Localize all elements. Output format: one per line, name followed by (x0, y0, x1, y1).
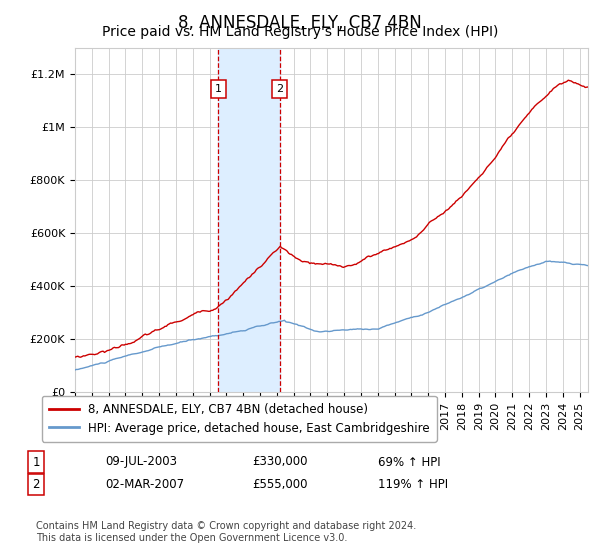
Text: 69% ↑ HPI: 69% ↑ HPI (378, 455, 440, 469)
Text: Contains HM Land Registry data © Crown copyright and database right 2024.: Contains HM Land Registry data © Crown c… (36, 521, 416, 531)
Text: £330,000: £330,000 (252, 455, 308, 469)
Text: 09-JUL-2003: 09-JUL-2003 (105, 455, 177, 469)
Text: 1: 1 (215, 84, 222, 94)
Text: 1: 1 (32, 455, 40, 469)
Text: 02-MAR-2007: 02-MAR-2007 (105, 478, 184, 491)
Text: This data is licensed under the Open Government Licence v3.0.: This data is licensed under the Open Gov… (36, 533, 347, 543)
Text: Price paid vs. HM Land Registry's House Price Index (HPI): Price paid vs. HM Land Registry's House … (102, 25, 498, 39)
Text: 119% ↑ HPI: 119% ↑ HPI (378, 478, 448, 491)
Text: £555,000: £555,000 (252, 478, 308, 491)
Text: 2: 2 (32, 478, 40, 491)
Legend: 8, ANNESDALE, ELY, CB7 4BN (detached house), HPI: Average price, detached house,: 8, ANNESDALE, ELY, CB7 4BN (detached hou… (42, 395, 437, 442)
Text: 8, ANNESDALE, ELY, CB7 4BN: 8, ANNESDALE, ELY, CB7 4BN (178, 14, 422, 32)
Bar (218, 48, 280, 392)
Text: 2: 2 (276, 84, 283, 94)
